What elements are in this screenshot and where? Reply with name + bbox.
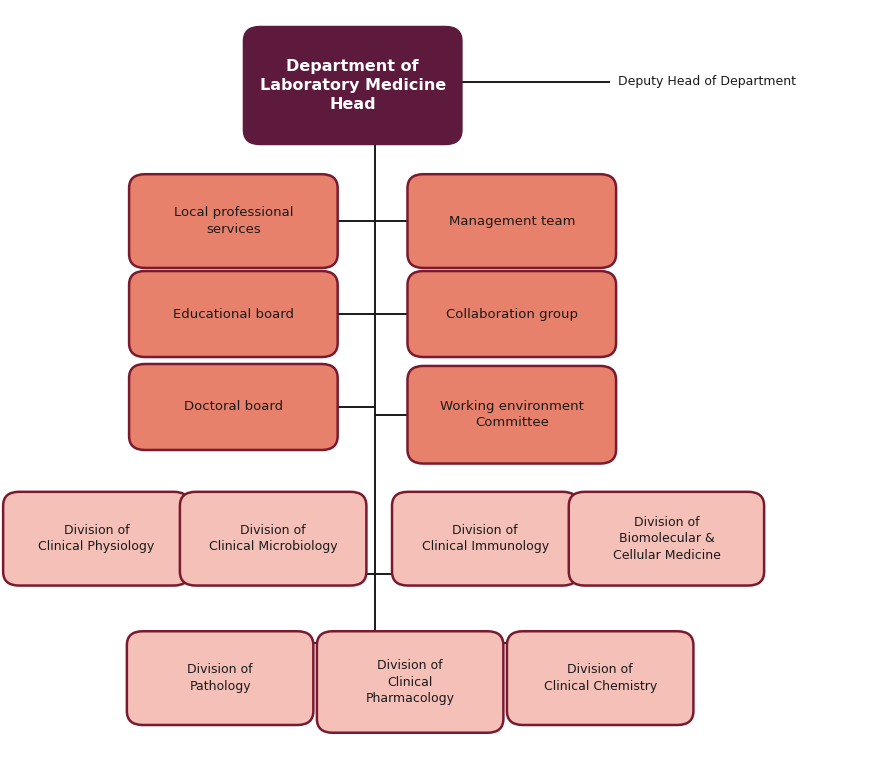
FancyBboxPatch shape bbox=[392, 492, 579, 586]
Text: Doctoral board: Doctoral board bbox=[184, 400, 283, 413]
FancyBboxPatch shape bbox=[129, 174, 338, 268]
Text: Working environment
Committee: Working environment Committee bbox=[440, 400, 583, 430]
Text: Local professional
services: Local professional services bbox=[174, 207, 293, 236]
Text: Educational board: Educational board bbox=[173, 308, 294, 320]
Text: Division of
Clinical Microbiology: Division of Clinical Microbiology bbox=[209, 524, 338, 554]
Text: Division of
Clinical Chemistry: Division of Clinical Chemistry bbox=[544, 663, 657, 693]
FancyBboxPatch shape bbox=[408, 174, 616, 268]
FancyBboxPatch shape bbox=[3, 492, 190, 586]
Text: Division of
Clinical
Pharmacology: Division of Clinical Pharmacology bbox=[366, 659, 454, 705]
FancyBboxPatch shape bbox=[317, 631, 504, 733]
Text: Management team: Management team bbox=[449, 215, 575, 228]
FancyBboxPatch shape bbox=[180, 492, 366, 586]
FancyBboxPatch shape bbox=[127, 631, 314, 725]
FancyBboxPatch shape bbox=[507, 631, 694, 725]
FancyBboxPatch shape bbox=[408, 366, 616, 464]
FancyBboxPatch shape bbox=[244, 27, 461, 144]
Text: Division of
Biomolecular &
Cellular Medicine: Division of Biomolecular & Cellular Medi… bbox=[613, 516, 720, 561]
Text: Division of
Clinical Immunology: Division of Clinical Immunology bbox=[422, 524, 549, 554]
Text: Deputy Head of Department: Deputy Head of Department bbox=[618, 75, 796, 88]
Text: Collaboration group: Collaboration group bbox=[446, 308, 578, 320]
FancyBboxPatch shape bbox=[408, 271, 616, 357]
Text: Division of
Clinical Physiology: Division of Clinical Physiology bbox=[39, 524, 154, 554]
Text: Department of
Laboratory Medicine
Head: Department of Laboratory Medicine Head bbox=[260, 59, 446, 112]
FancyBboxPatch shape bbox=[129, 271, 338, 357]
FancyBboxPatch shape bbox=[569, 492, 764, 586]
Text: Division of
Pathology: Division of Pathology bbox=[187, 663, 253, 693]
FancyBboxPatch shape bbox=[129, 364, 338, 450]
